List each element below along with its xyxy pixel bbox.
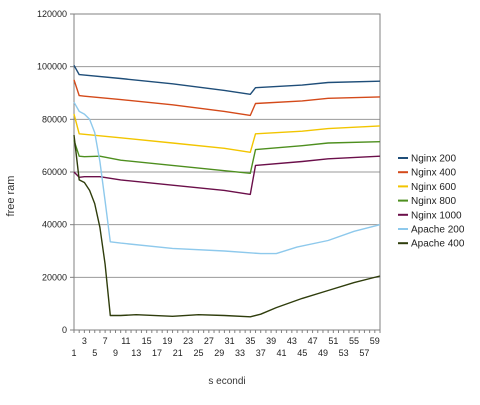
y-axis-ticks: 0 20000 40000 60000 80000 100000 120000 xyxy=(37,9,74,335)
x-tick-label: 11 xyxy=(121,336,130,346)
legend: Nginx 200 Nginx 400 Nginx 600 Nginx 800 Ngin… xyxy=(398,154,465,250)
x-tick-label: 29 xyxy=(214,348,224,358)
series-line-nginx-400 xyxy=(73,79,381,117)
x-tick-label: 51 xyxy=(328,336,338,346)
x-axis-label: s econdi xyxy=(208,376,245,387)
x-tick-label: 1 xyxy=(71,348,76,358)
series-line-nginx-1000 xyxy=(73,155,381,196)
x-tick-label: 35 xyxy=(245,336,255,346)
x-tick-label: 55 xyxy=(349,336,359,346)
x-tick-label: 47 xyxy=(308,336,318,346)
y-tick-label: 80000 xyxy=(42,114,67,124)
x-tick-label: 19 xyxy=(162,336,172,346)
legend-entry: Nginx 800 xyxy=(411,196,456,207)
x-tick-label: 5 xyxy=(92,348,97,358)
x-tick-label: 57 xyxy=(359,348,369,358)
legend-entry: Nginx 1000 xyxy=(411,210,462,221)
x-tick-label: 53 xyxy=(339,348,349,358)
x-tick-label: 41 xyxy=(276,348,286,358)
y-tick-label: 100000 xyxy=(37,62,67,72)
x-tick-label: 9 xyxy=(113,348,118,358)
x-tick-label: 27 xyxy=(204,336,214,346)
x-tick-label: 33 xyxy=(235,348,245,358)
y-tick-label: 120000 xyxy=(37,9,67,19)
x-tick-label: 17 xyxy=(152,348,162,358)
series-line-nginx-800 xyxy=(73,140,381,175)
legend-entry: Nginx 600 xyxy=(411,182,456,193)
x-tick-label: 39 xyxy=(266,336,276,346)
x-tick-label: 45 xyxy=(297,348,307,358)
series-line-apache-400 xyxy=(73,135,381,318)
x-tick-label: 49 xyxy=(318,348,328,358)
y-axis-label: free ram xyxy=(5,176,17,217)
x-tick-label: 59 xyxy=(370,336,380,346)
x-tick-label: 23 xyxy=(183,336,193,346)
y-tick-label: 40000 xyxy=(42,220,67,230)
x-tick-label: 25 xyxy=(193,348,203,358)
y-tick-label: 60000 xyxy=(42,167,67,177)
gridlines xyxy=(74,13,380,331)
legend-entry: Apache 200 xyxy=(411,225,465,236)
x-tick-label: 43 xyxy=(287,336,297,346)
x-tick-label: 21 xyxy=(173,348,183,358)
series-line-nginx-600 xyxy=(73,113,381,154)
y-tick-label: 0 xyxy=(62,325,67,335)
x-tick-label: 37 xyxy=(256,348,266,358)
x-tick-label: 13 xyxy=(131,348,141,358)
x-axis-ticks: 3 7 11 15 19 23 27 31 35 39 43 47 51 55 591 5 9 13 17 21 25 2… xyxy=(71,330,381,358)
series-line-apache-200 xyxy=(73,101,381,255)
legend-entry: Apache 400 xyxy=(411,239,465,250)
x-tick-label: 3 xyxy=(82,336,87,346)
legend-entry: Nginx 400 xyxy=(411,168,456,179)
x-tick-label: 31 xyxy=(225,336,235,346)
x-tick-label: 15 xyxy=(142,336,152,346)
series-lines xyxy=(73,64,381,318)
x-tick-label: 7 xyxy=(103,336,108,346)
y-tick-label: 20000 xyxy=(42,272,67,282)
series-line-nginx-200 xyxy=(73,64,381,96)
legend-entry: Nginx 200 xyxy=(411,154,456,165)
